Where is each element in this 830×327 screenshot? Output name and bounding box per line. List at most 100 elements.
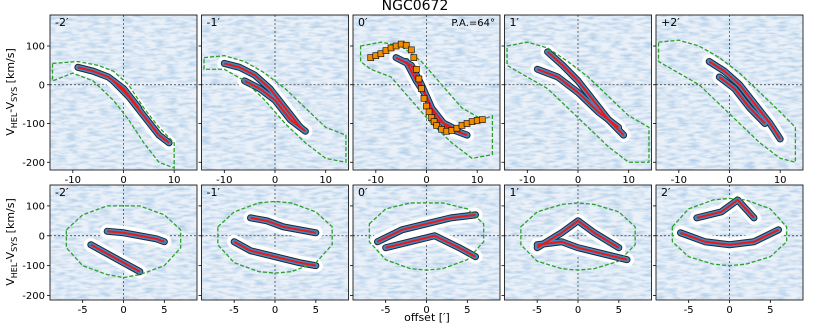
rotation-point [420, 95, 428, 102]
panel [504, 15, 652, 170]
panel-label: 0′ [358, 186, 368, 199]
y-tick-label: 100 [26, 201, 45, 212]
x-tick-label: 10 [774, 175, 787, 186]
rotation-point [415, 75, 423, 83]
y-tick-label: 0 [39, 80, 45, 91]
x-tick-label: 0 [575, 175, 581, 186]
panel [50, 185, 197, 300]
rotation-point [418, 85, 425, 92]
envelope-contour [671, 197, 788, 267]
y-label-part: -V [4, 101, 17, 112]
panel-label: 2′ [661, 186, 671, 199]
model-curve [385, 234, 476, 258]
y-label-part: -V [4, 251, 17, 262]
x-tick-label: -5 [381, 305, 391, 316]
y-label-part: HEL [10, 112, 19, 128]
model-curve [696, 198, 755, 219]
model-curve [107, 230, 165, 243]
x-tick-label: 0 [272, 305, 278, 316]
envelope-contour [359, 41, 494, 160]
x-tick-label: 0 [120, 305, 126, 316]
x-tick-label: 10 [168, 175, 181, 186]
x-axis-label: offset [′] [404, 311, 450, 324]
x-tick-label: -10 [671, 175, 687, 186]
y-label-part: V [4, 128, 17, 136]
x-tick-label: 5 [313, 305, 319, 316]
y-tick-label: -100 [22, 119, 45, 130]
y-axis-label: VHEL-VSYS [km/s] [4, 48, 19, 136]
rotation-point [407, 46, 415, 54]
x-tick-label: 10 [319, 175, 332, 186]
y-label-part: [km/s] [4, 198, 17, 237]
panel [201, 15, 349, 170]
model-curve [708, 60, 782, 140]
panel-label: 1′ [510, 16, 520, 29]
panel [656, 15, 803, 170]
model-curve [224, 62, 302, 128]
x-tick-label: 10 [622, 175, 635, 186]
panel [50, 15, 197, 170]
rotation-point [478, 116, 486, 123]
y-tick-label: -200 [22, 291, 45, 302]
x-tick-label: 0 [423, 305, 429, 316]
model-curve [112, 80, 170, 144]
envelope-contour [217, 200, 333, 274]
model-curve [680, 228, 779, 246]
panel-label: -1′ [207, 16, 221, 29]
model-curve [250, 216, 317, 234]
envelope-contour [506, 41, 650, 163]
rotation-point [423, 102, 430, 110]
rotation-point [402, 41, 410, 49]
y-label-part: HEL [10, 262, 19, 278]
x-tick-label: 5 [464, 305, 470, 316]
panel [656, 185, 803, 300]
rotation-point [413, 65, 420, 73]
y-axis-label: VHEL-VSYS [km/s] [4, 198, 19, 286]
rotation-point [425, 108, 433, 116]
envelope-contour [520, 202, 636, 271]
y-label-part: V [4, 278, 17, 286]
model-curve [718, 76, 766, 125]
envelope-contour [368, 202, 485, 271]
x-tick-label: -10 [216, 175, 232, 186]
panel [201, 185, 349, 300]
y-tick-label: 0 [39, 231, 45, 242]
model-curve [377, 213, 476, 243]
panel-label: 1′ [510, 186, 520, 199]
panel-label: 0′ [358, 16, 368, 29]
x-tick-label: 0 [423, 175, 429, 186]
x-tick-label: -10 [65, 175, 81, 186]
x-tick-label: 0 [120, 175, 126, 186]
envelope-contour [51, 60, 175, 170]
x-tick-label: 5 [161, 305, 167, 316]
figure-title: NGC0672 [382, 0, 449, 14]
x-tick-label: 5 [767, 305, 773, 316]
x-tick-label: 5 [616, 305, 622, 316]
model-curve [244, 79, 307, 133]
envelope-contour [657, 39, 797, 164]
x-tick-label: -10 [519, 175, 535, 186]
x-tick-label: -5 [684, 305, 694, 316]
rotation-point [433, 122, 440, 129]
model-curve [90, 243, 141, 273]
panel [353, 185, 500, 300]
model-curve [537, 68, 620, 129]
model-curve [233, 240, 317, 267]
y-tick-label: -200 [22, 158, 45, 169]
annotation: P.A.=64° [451, 18, 495, 29]
panel-label: -2′ [55, 16, 69, 29]
panel-label: +2′ [661, 16, 680, 29]
y-label-part: [km/s] [4, 48, 17, 87]
y-tick-label: 100 [26, 42, 45, 53]
x-tick-label: 0 [272, 175, 278, 186]
y-tick-label: -100 [22, 261, 45, 272]
x-tick-label: 0 [575, 305, 581, 316]
model-curve [537, 240, 628, 261]
x-tick-label: 0 [726, 305, 732, 316]
panel [504, 185, 652, 300]
y-label-part: SYS [10, 237, 19, 252]
panel [353, 15, 500, 170]
x-tick-label: -10 [368, 175, 384, 186]
panel-label: -1′ [207, 186, 221, 199]
